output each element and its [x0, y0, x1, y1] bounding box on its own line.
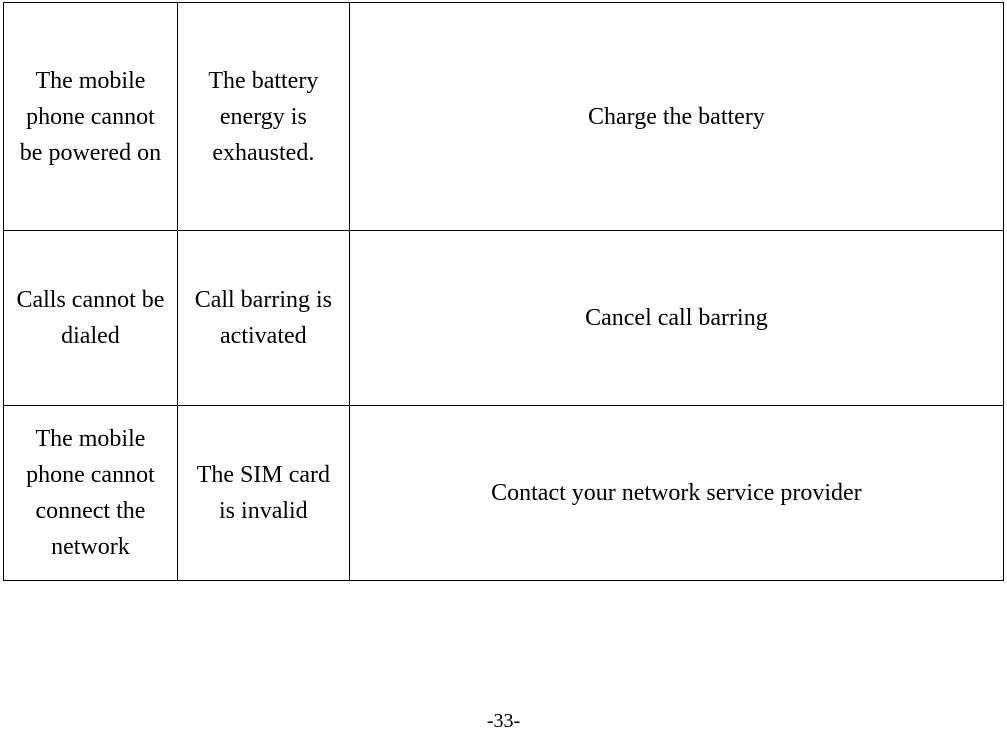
table-cell-problem: Calls cannot be dialed	[4, 231, 178, 406]
table-cell-solution: Cancel call barring	[349, 231, 1003, 406]
table-row: The mobile phone cannot be powered on Th…	[4, 3, 1004, 231]
table-cell-cause: The battery energy is exhausted.	[177, 3, 349, 231]
table-cell-problem: The mobile phone cannot connect the netw…	[4, 406, 178, 581]
table-cell-cause: The SIM card is invalid	[177, 406, 349, 581]
table-cell-problem: The mobile phone cannot be powered on	[4, 3, 178, 231]
troubleshooting-table: The mobile phone cannot be powered on Th…	[3, 2, 1004, 581]
table-row: Calls cannot be dialed Call barring is a…	[4, 231, 1004, 406]
table-cell-solution: Charge the battery	[349, 3, 1003, 231]
table-cell-solution: Contact your network service provider	[349, 406, 1003, 581]
table-row: The mobile phone cannot connect the netw…	[4, 406, 1004, 581]
page-number: -33-	[0, 710, 1007, 733]
table-cell-cause: Call barring is activated	[177, 231, 349, 406]
